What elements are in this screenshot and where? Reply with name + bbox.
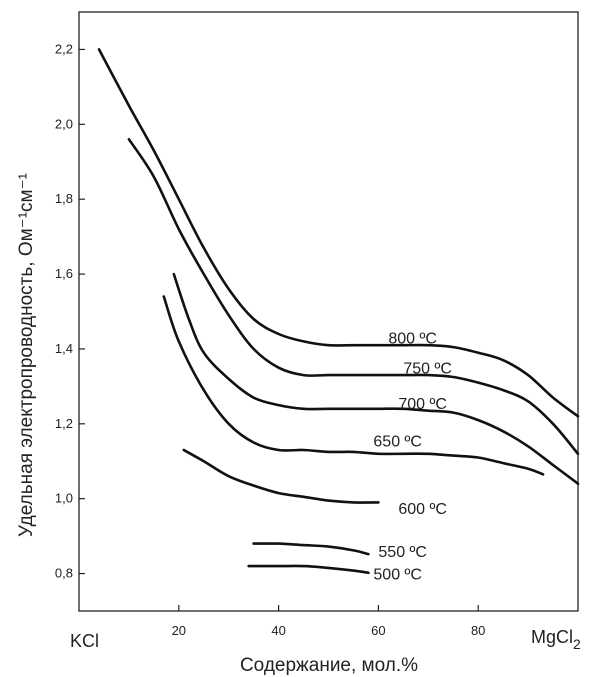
series-line-800 (97, 48, 580, 418)
x-tick-label: 40 (271, 623, 285, 638)
series-label-700: 700 ºC (398, 396, 447, 413)
y-axis-label: Удельная электропроводность, Ом⁻¹см⁻¹ (16, 173, 37, 537)
x-axis-label: Содержание, мол.% (240, 655, 418, 676)
x-tick-label: 60 (371, 623, 385, 638)
series-label-600: 600 ºC (398, 501, 447, 518)
y-tick-label: 1,8 (55, 191, 73, 206)
series-line-750 (127, 138, 580, 456)
x-end-label-right-main: MgCl (531, 627, 573, 647)
y-tick-label: 1,2 (55, 416, 73, 431)
curves (97, 48, 580, 575)
x-tick-label: 80 (471, 623, 485, 638)
x-end-label-right-sub: 2 (573, 636, 581, 652)
plot-frame (78, 11, 579, 612)
labels: 800 ºC 750 ºC 700 ºC 650 ºC 600 ºC 550 ºC 500 … (373, 331, 451, 584)
series-line-650 (162, 295, 545, 476)
x-tick-label: 20 (172, 623, 186, 638)
y-tick-label: 1,0 (55, 491, 73, 506)
series-label-550: 550 ºC (378, 544, 427, 561)
series-label-800: 800 ºC (388, 331, 437, 348)
x-end-label-left: KCl (70, 631, 99, 651)
axes: 0,8 1,0 1,2 1,4 1,6 1,8 2,0 2,2 20 40 60 80 (55, 11, 579, 638)
series-line-700 (172, 272, 580, 485)
series-label-500: 500 ºC (373, 567, 422, 584)
y-tick-label: 1,4 (55, 341, 73, 356)
x-end-label-right: MgCl2 (531, 627, 581, 652)
y-tick-label: 0,8 (55, 566, 73, 581)
series-line-550 (252, 542, 370, 556)
series-line-600 (182, 448, 380, 504)
y-tick-label: 1,6 (55, 266, 73, 281)
series-line-500 (247, 564, 370, 575)
series-label-650: 650 ºC (373, 434, 422, 451)
y-tick-label: 2,2 (55, 41, 73, 56)
y-tick-label: 2,0 (55, 116, 73, 131)
series-label-750: 750 ºC (403, 361, 452, 378)
